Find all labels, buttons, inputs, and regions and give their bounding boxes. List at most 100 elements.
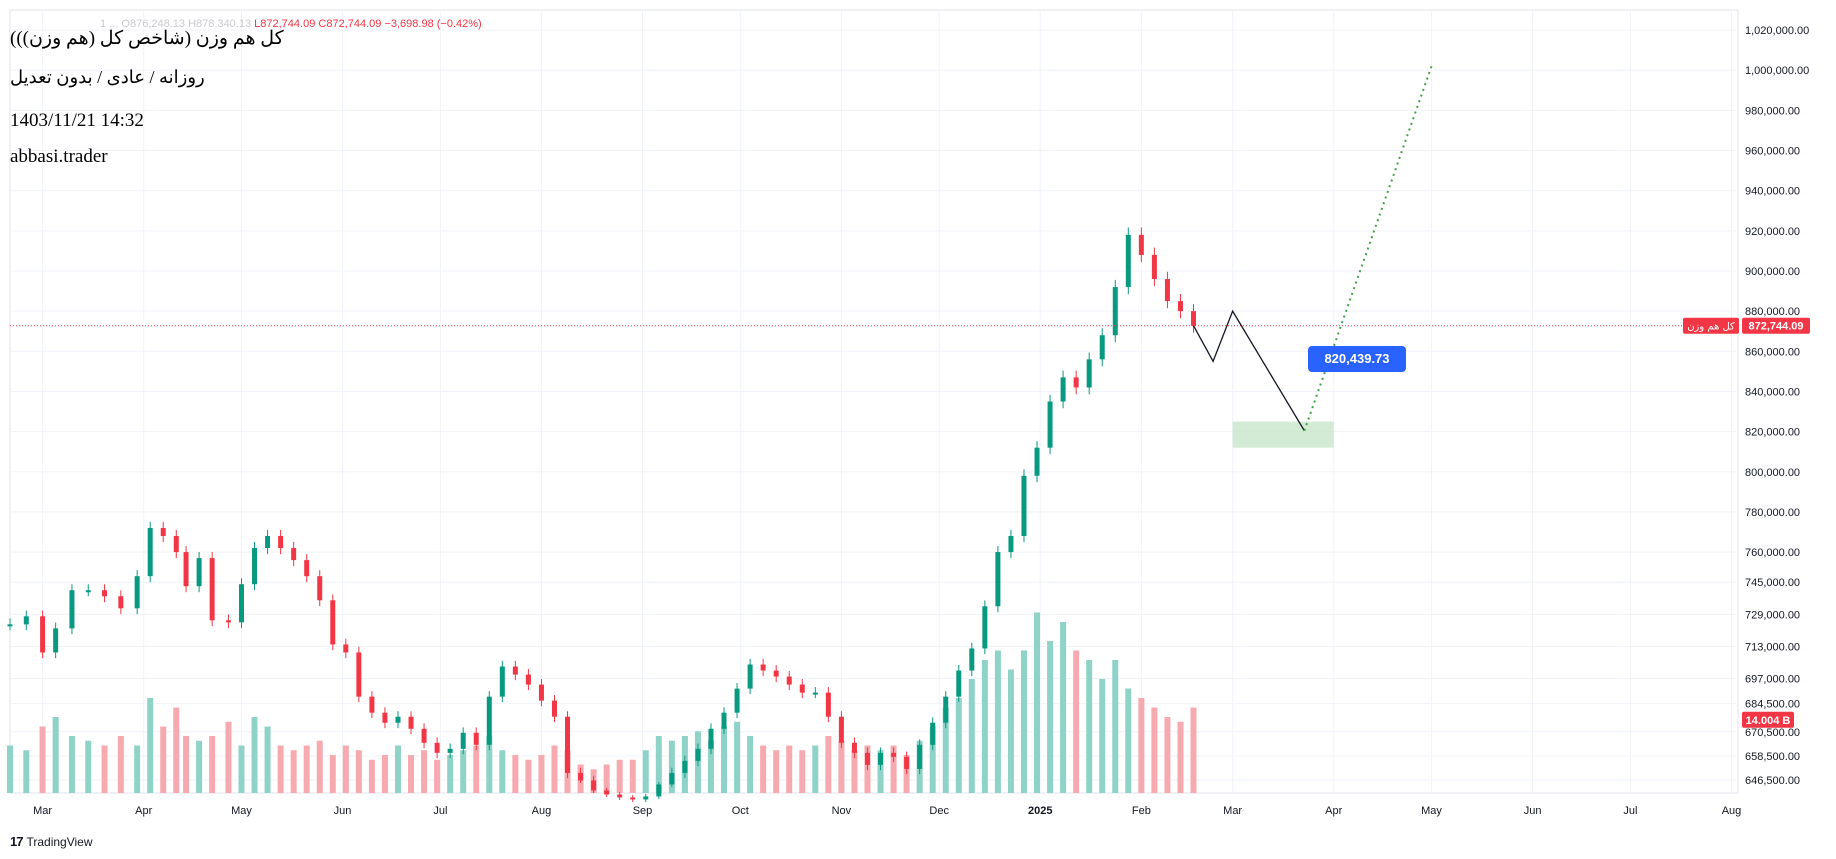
candle-body	[147, 527, 153, 577]
candle-body	[617, 794, 623, 798]
candle-body	[23, 616, 29, 625]
candle-body	[499, 666, 505, 697]
y-tick-label: 646,500.00	[1745, 775, 1800, 787]
candle-body	[69, 590, 75, 629]
y-tick-label: 800,000.00	[1745, 467, 1800, 479]
candle-body	[1086, 359, 1092, 388]
candle-body	[1191, 311, 1197, 326]
candle-body	[838, 716, 844, 743]
volume-bar	[7, 745, 13, 793]
volume-bar	[981, 660, 988, 793]
y-tick-label: 860,000.00	[1745, 346, 1800, 358]
ohlc-legend: 1 ... O876,248.13 H878,340.13 L872,744.0…	[100, 18, 482, 30]
volume-bar	[408, 755, 415, 793]
volume-bar	[551, 745, 558, 793]
candle-body	[252, 548, 258, 585]
x-tick-label: 2025	[1028, 805, 1052, 817]
y-tick-label: 960,000.00	[1745, 146, 1800, 158]
chart-author: abbasi.trader	[10, 146, 108, 167]
volume-bar	[196, 740, 203, 793]
candle-body	[864, 752, 870, 765]
volume-bar	[1164, 717, 1171, 793]
candle-body	[1164, 279, 1170, 302]
volume-bar	[473, 745, 480, 793]
chart-timestamp: 1403/11/21 14:32	[10, 110, 144, 131]
volume-bar	[538, 755, 545, 793]
candle-body	[304, 560, 310, 577]
x-tick-label: Jun	[1524, 805, 1542, 817]
candle-body	[85, 590, 91, 593]
candle-body	[851, 742, 857, 753]
y-tick-label: 840,000.00	[1745, 386, 1800, 398]
volume-bar	[251, 717, 258, 793]
y-tick-label: 940,000.00	[1745, 186, 1800, 198]
volume-bar	[355, 750, 362, 793]
x-tick-label: Nov	[832, 805, 852, 817]
candle-body	[118, 596, 124, 609]
candle-body	[512, 666, 518, 675]
candle-body	[786, 676, 792, 685]
volume-bar	[1086, 660, 1093, 793]
volume-bar	[434, 759, 441, 793]
candle-body	[7, 624, 13, 627]
candle-body	[825, 692, 831, 717]
candle-body	[330, 600, 336, 645]
volume-bar	[1099, 679, 1106, 793]
legend-open: O876,248.13	[121, 18, 186, 30]
volume-bar	[629, 759, 636, 793]
volume-bar	[117, 736, 124, 793]
volume-bar	[890, 745, 897, 793]
candle-body	[630, 797, 636, 800]
candle-body	[408, 716, 414, 729]
candle-body	[460, 732, 466, 749]
target-callout-pointer	[1359, 411, 1402, 431]
x-tick-label: Jul	[433, 805, 447, 817]
legend-symbol: 1 ...	[100, 18, 119, 30]
volume-tag-label: 14.004 B	[1746, 715, 1791, 727]
volume-bar	[968, 679, 975, 793]
candle-body	[447, 748, 453, 753]
volume-bar	[1151, 707, 1158, 793]
volume-bar	[655, 736, 662, 793]
volume-bar	[525, 759, 532, 793]
candle-body	[956, 670, 962, 697]
volume-bar	[173, 707, 180, 793]
tradingview-attribution[interactable]: 17 TradingView	[10, 834, 93, 849]
volume-bar	[838, 740, 845, 793]
x-tick-label: Mar	[1223, 805, 1242, 817]
candle-body	[278, 536, 284, 549]
volume-bar	[1125, 688, 1132, 793]
volume-bar	[512, 755, 519, 793]
candle-body	[721, 712, 727, 729]
volume-bar	[929, 726, 936, 793]
volume-bar	[52, 717, 59, 793]
volume-bar	[1034, 612, 1041, 793]
volume-bar	[160, 726, 167, 793]
y-tick-label: 713,000.00	[1745, 641, 1800, 653]
x-tick-label: Apr	[135, 805, 152, 817]
candle-body	[525, 674, 531, 685]
volume-bar	[616, 759, 623, 793]
candle-body	[995, 552, 1001, 607]
candle-body	[209, 558, 215, 621]
volume-bar	[85, 740, 92, 793]
volume-bar	[1112, 660, 1119, 793]
volume-bar	[381, 755, 388, 793]
volume-bar	[421, 750, 428, 793]
x-tick-label: Dec	[929, 805, 949, 817]
candle-body	[369, 696, 375, 713]
volume-bar	[603, 764, 610, 793]
candle-body	[343, 644, 349, 653]
x-tick-label: Apr	[1325, 805, 1342, 817]
candle-body	[969, 648, 975, 671]
x-tick-label: Sep	[633, 805, 653, 817]
volume-bar	[264, 726, 271, 793]
y-tick-label: 697,000.00	[1745, 674, 1800, 686]
volume-bar	[460, 750, 467, 793]
candle-body	[53, 628, 59, 653]
candle-body	[578, 772, 584, 781]
legend-close: C872,744.09	[318, 18, 382, 30]
volume-bar	[329, 755, 336, 793]
candle-body	[1073, 377, 1079, 388]
